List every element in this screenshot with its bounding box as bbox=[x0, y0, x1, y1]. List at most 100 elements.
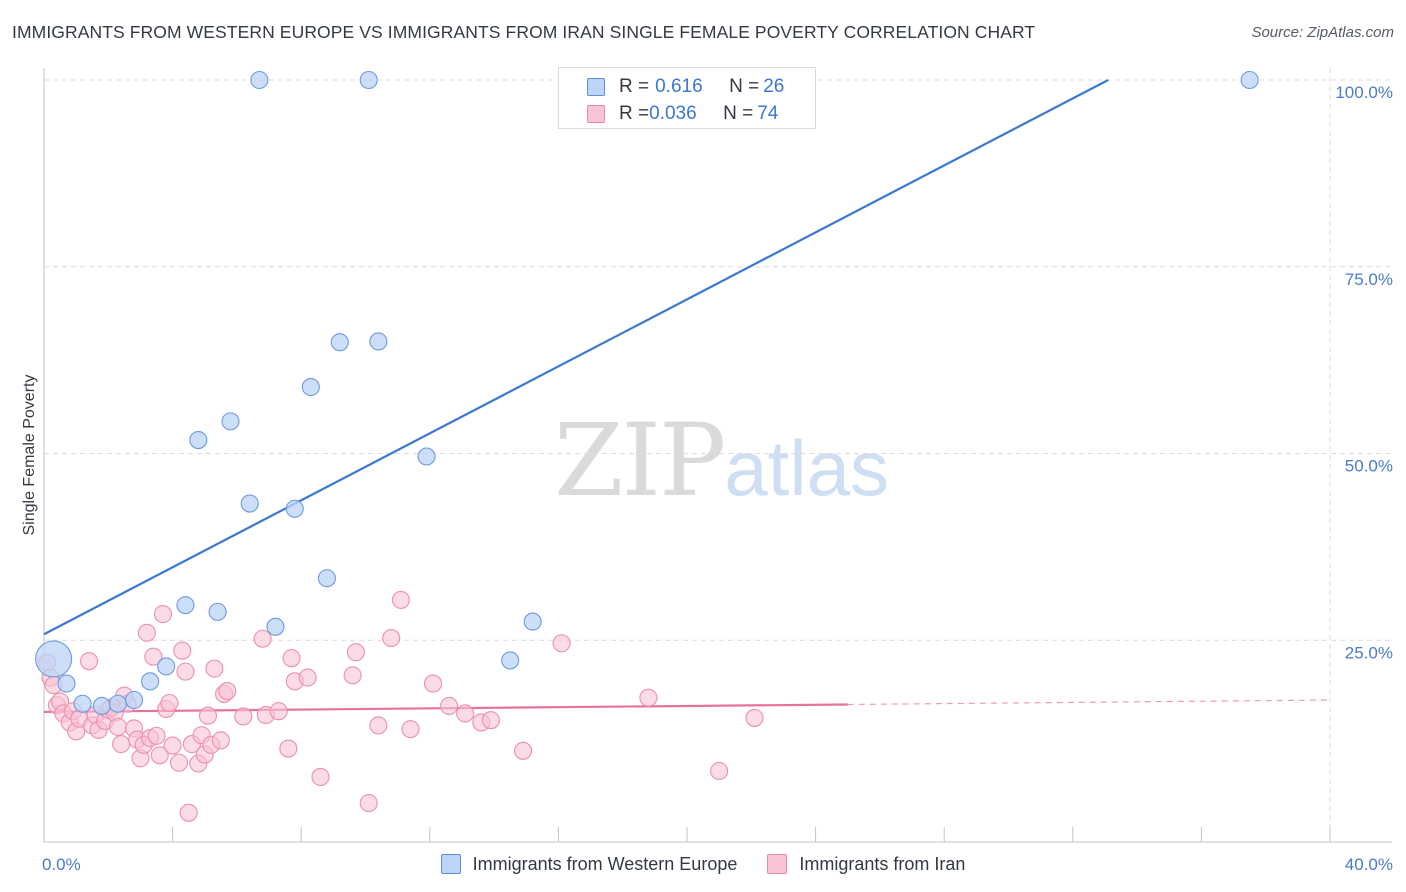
pink-swatch bbox=[767, 854, 788, 874]
point-iran bbox=[311, 767, 330, 787]
point-western-europe bbox=[266, 617, 285, 636]
point-western-europe bbox=[189, 431, 208, 450]
point-western-europe bbox=[523, 612, 542, 631]
y-tick-label: 50.0% bbox=[1345, 457, 1393, 476]
point-iran bbox=[359, 794, 378, 813]
trend-lines bbox=[43, 79, 1331, 714]
y-tick-label: 25.0% bbox=[1345, 643, 1393, 662]
r-label: R = bbox=[619, 76, 650, 97]
watermark: ZIPatlas bbox=[554, 402, 889, 519]
point-iran bbox=[481, 711, 500, 730]
n-value: 26 bbox=[763, 76, 785, 97]
point-iran bbox=[144, 647, 163, 666]
point-iran bbox=[369, 716, 388, 735]
legend-label: Immigrants from Western Europe bbox=[472, 853, 738, 874]
point-iran bbox=[343, 666, 362, 685]
point-iran bbox=[253, 629, 272, 648]
point-iran bbox=[137, 623, 156, 642]
point-iran bbox=[552, 634, 571, 653]
point-iran bbox=[147, 726, 166, 745]
point-iran bbox=[79, 652, 99, 671]
y-tick-label: 75.0% bbox=[1345, 270, 1393, 289]
legend-item-iran: Immigrants from Iran bbox=[767, 854, 965, 875]
point-iran bbox=[108, 717, 127, 736]
point-western-europe bbox=[157, 657, 176, 676]
x-tick-label: 40.0% bbox=[1345, 855, 1393, 874]
y-tick-label: 100.0% bbox=[1335, 83, 1393, 102]
legend-row-iran: R = 0.036 N = 74 bbox=[587, 101, 778, 127]
point-iran bbox=[346, 643, 365, 662]
point-iran bbox=[745, 708, 764, 727]
axes bbox=[43, 68, 1392, 843]
point-western-europe bbox=[501, 651, 520, 670]
n-label: N = bbox=[723, 103, 754, 124]
point-iran bbox=[401, 720, 420, 739]
point-iran bbox=[639, 688, 658, 707]
n-value: 74 bbox=[757, 103, 779, 124]
point-iran bbox=[176, 662, 195, 681]
blue-swatch bbox=[440, 854, 461, 874]
watermark-atlas: atlas bbox=[724, 424, 890, 512]
point-iran bbox=[211, 731, 230, 750]
point-iran bbox=[198, 706, 218, 725]
point-iran bbox=[205, 659, 224, 678]
point-iran bbox=[112, 735, 131, 754]
point-western-europe bbox=[330, 333, 349, 352]
point-iran bbox=[298, 668, 317, 687]
point-western-europe bbox=[124, 690, 144, 710]
point-iran bbox=[153, 605, 173, 624]
point-iran bbox=[218, 681, 237, 701]
point-iran bbox=[173, 641, 192, 660]
point-western-europe bbox=[1240, 70, 1259, 90]
point-iran bbox=[169, 753, 189, 772]
point-iran bbox=[179, 803, 198, 822]
point-western-europe bbox=[57, 674, 76, 693]
point-iran bbox=[160, 693, 179, 713]
legend-item-western-europe: Immigrants from Western Europe bbox=[440, 853, 738, 875]
point-iran bbox=[513, 741, 533, 760]
grid-lines bbox=[44, 68, 1392, 827]
point-iran bbox=[456, 704, 475, 723]
point-western-europe bbox=[141, 672, 160, 691]
tick-labels: 25.0% 50.0% 75.0% 100.0% 0.0% 40.0% bbox=[42, 83, 1393, 874]
legend-label: Immigrants from Iran bbox=[799, 853, 966, 874]
point-western-europe bbox=[108, 694, 127, 713]
point-western-europe bbox=[285, 499, 304, 518]
stats-legend: R = 0.616 N = 26 R = 0.036 N = 74 bbox=[558, 67, 816, 129]
chart-title: IMMIGRANTS FROM WESTERN EUROPE VS IMMIGR… bbox=[12, 22, 1036, 42]
point-western-europe bbox=[250, 70, 269, 90]
point-western-europe bbox=[208, 602, 227, 621]
point-iran bbox=[150, 746, 169, 765]
point-iran bbox=[391, 590, 410, 609]
r-value: 0.616 bbox=[655, 76, 703, 97]
point-western-europe bbox=[92, 696, 111, 716]
watermark-zip: ZIP bbox=[554, 402, 726, 519]
point-western-europe bbox=[240, 494, 259, 513]
point-western-europe bbox=[369, 332, 388, 351]
point-iran bbox=[234, 707, 253, 726]
source-label: Source: ZipAtlas.com bbox=[1251, 24, 1394, 41]
point-western-europe bbox=[359, 70, 378, 90]
x-tick-label: 0.0% bbox=[42, 855, 81, 874]
series-legend: Immigrants from Western Europe Immigrant… bbox=[0, 851, 1406, 877]
point-iran bbox=[440, 696, 459, 716]
point-western-europe bbox=[301, 377, 320, 397]
point-western-europe bbox=[417, 447, 436, 466]
point-western-europe bbox=[221, 412, 240, 431]
r-value: 0.036 bbox=[649, 103, 697, 124]
pink-swatch bbox=[587, 105, 605, 123]
point-iran bbox=[710, 761, 729, 781]
point-iran bbox=[163, 736, 182, 755]
point-western-europe bbox=[73, 694, 92, 713]
legend-row-western-europe: R = 0.616 N = 26 bbox=[587, 74, 784, 100]
r-label: R = bbox=[619, 103, 650, 124]
point-iran bbox=[423, 674, 443, 693]
trend-line bbox=[43, 79, 1109, 636]
data-points bbox=[35, 70, 1259, 822]
point-iran bbox=[282, 649, 301, 668]
point-western-europe bbox=[317, 569, 336, 588]
point-iran bbox=[382, 628, 401, 648]
trend-line-dashed bbox=[847, 699, 1331, 706]
blue-swatch bbox=[587, 78, 605, 96]
